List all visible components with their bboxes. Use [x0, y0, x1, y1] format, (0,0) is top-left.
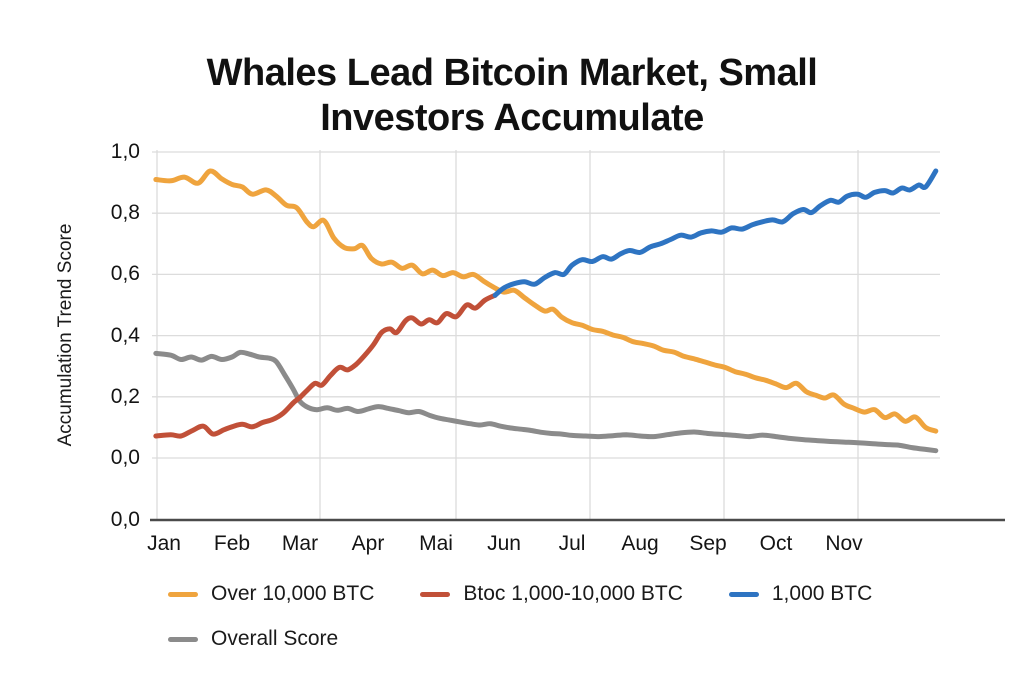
legend-label-overall-score: Overall Score	[211, 627, 339, 650]
chart-title-line1: Whales Lead Bitcoin Market, Small	[206, 52, 818, 95]
legend-label-over-10-000-btc: Over 10,000 BTC	[211, 582, 375, 605]
y-tick-label-4: 0,2	[110, 385, 140, 408]
x-tick-label-apr: Apr	[351, 532, 385, 555]
y-tick-label-3: 0,4	[110, 324, 140, 347]
legend-label-btoc-1-000-10-000-btc: Btoc 1,000-10,000 BTC	[463, 582, 683, 605]
chart-title: Whales Lead Bitcoin Market, Small Investo…	[0, 51, 1024, 141]
legend-marker-1-000-btc-icon	[728, 591, 759, 597]
x-tick-label-oct: Oct	[759, 532, 793, 555]
x-tick-label-jun: Jun	[487, 532, 521, 555]
legend-item-1-000-btc: 1,000 BTC	[728, 582, 873, 606]
x-tick-label-mai: Mai	[419, 532, 453, 555]
y-tick-label-6: 0,0	[110, 508, 140, 531]
legend-marker-overall-score-icon	[168, 636, 198, 642]
series-line-over-10-000-btc	[153, 168, 939, 434]
series-line-btoc-1-000-10-000-btc	[153, 292, 498, 439]
y-tick-label-0: 1,0	[110, 140, 140, 163]
x-tick-label-mar: Mar	[281, 532, 319, 555]
legend-item-over-10-000-btc: Over 10,000 BTC	[168, 582, 374, 606]
legend-marker-btoc-1-000-10-000-btc-icon	[420, 591, 451, 597]
legend-row-1: Over 10,000 BTC Btoc 1,000-10,000 BTC 1,00…	[168, 582, 988, 606]
legend-row-2: Overall Score	[168, 627, 988, 651]
chart-legend: Over 10,000 BTC Btoc 1,000-10,000 BTC 1,00…	[168, 582, 988, 672]
x-tick-label-aug: Aug	[621, 532, 659, 555]
series-line-1-000-btc	[492, 168, 939, 298]
legend-item-btoc-1-000-10-000-btc: Btoc 1,000-10,000 BTC	[420, 582, 683, 606]
y-tick-label-1: 0,8	[110, 201, 140, 224]
legend-item-overall-score: Overall Score	[168, 627, 338, 651]
x-tick-label-jan: Jan	[147, 532, 181, 555]
legend-marker-over-10-000-btc-icon	[168, 591, 198, 597]
series-line-overall-score	[153, 349, 939, 454]
x-tick-label-feb: Feb	[213, 532, 251, 555]
x-tick-label-jul: Jul	[558, 532, 586, 555]
legend-label-1-000-btc: 1,000 BTC	[771, 582, 873, 605]
chart-title-line2: Investors Accumulate	[320, 97, 704, 140]
y-tick-label-2: 0,6	[110, 262, 140, 285]
x-tick-label-nov: Nov	[825, 532, 863, 555]
y-tick-label-5: 0,0	[110, 446, 140, 469]
x-tick-label-sep: Sep	[689, 532, 727, 555]
